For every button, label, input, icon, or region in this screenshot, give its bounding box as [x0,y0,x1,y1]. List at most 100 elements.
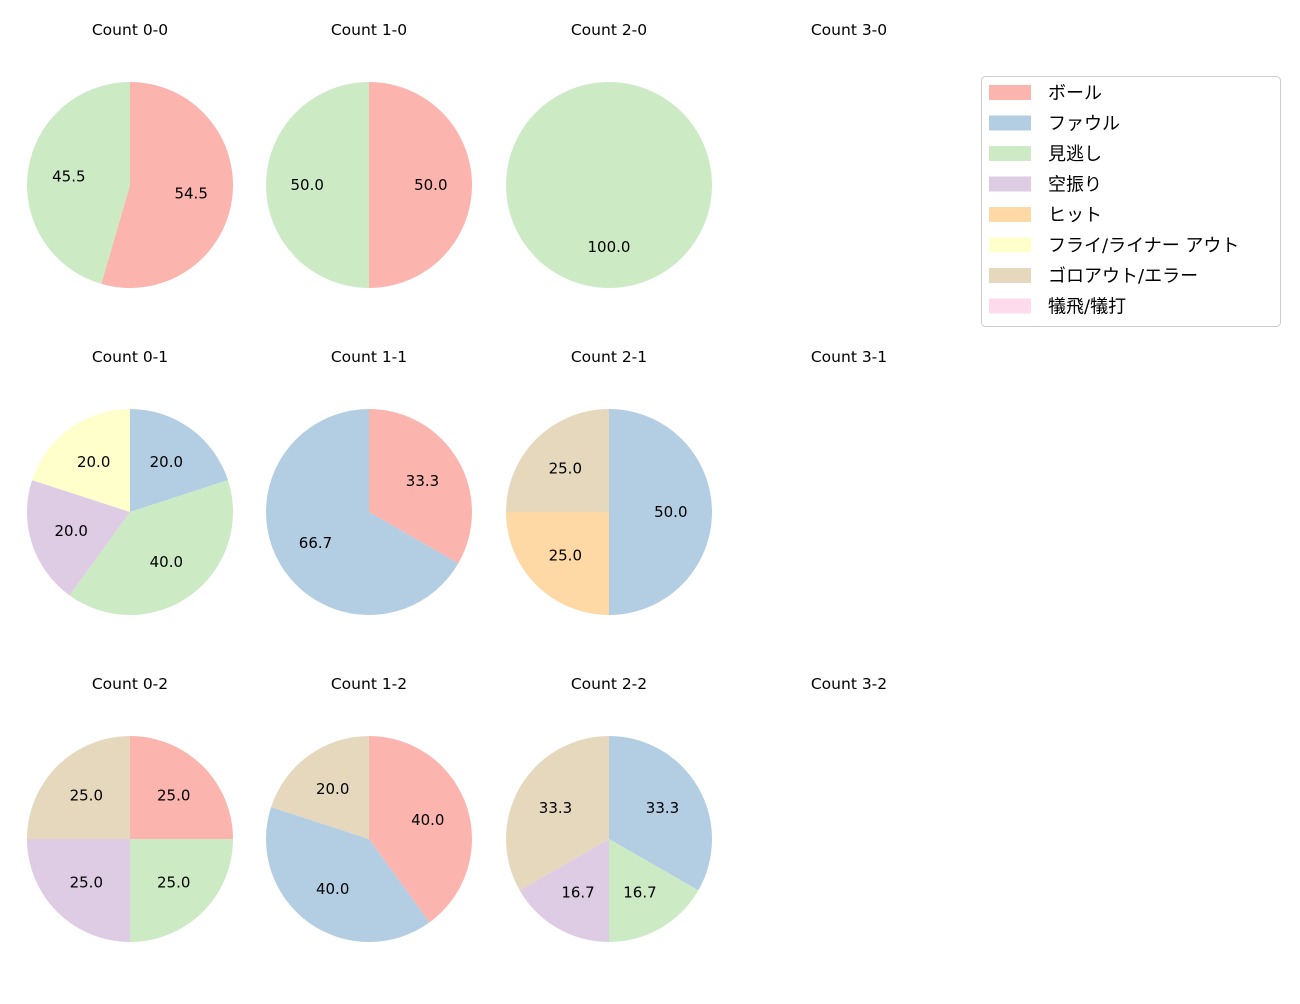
legend-label: ゴロアウト/エラー [1048,266,1198,287]
slice-label: 20.0 [77,453,110,471]
slice-label: 50.0 [290,176,323,194]
legend-label: 犠飛/犠打 [1048,297,1126,318]
slice-label: 16.7 [623,883,656,901]
legend-label: ヒット [1048,205,1102,226]
pie-slice [369,82,472,288]
legend-item: ヒット [989,205,1102,226]
slice-label: 20.0 [316,780,349,798]
legend-item: 見逃し [989,144,1102,165]
pie-slice [271,736,369,839]
pie-title: Count 1-1 [331,348,407,366]
slice-label: 25.0 [157,874,190,892]
pie-title: Count 0-1 [92,348,168,366]
legend-swatch [989,85,1031,100]
pie-slice [609,736,712,891]
legend-item: 空振り [989,175,1102,196]
pie-slice [609,839,699,942]
pie-title: Count 1-0 [331,21,407,39]
legend-swatch [989,298,1031,314]
slice-label: 50.0 [414,176,447,194]
legend-swatch [989,146,1031,161]
pie-count-2-1: Count 2-1 50.0 25.0 25.0 [506,348,712,615]
slice-label: 33.3 [539,799,572,817]
pie-title: Count 0-0 [92,21,168,39]
pie-slice [130,736,233,839]
pie-count-1-1: Count 1-1 33.3 66.7 [266,348,472,616]
pie-title: Count 3-2 [811,675,887,693]
pie-title: Count 1-2 [331,675,407,693]
slice-label: 20.0 [55,522,88,540]
slice-label: 40.0 [411,811,444,829]
pie-slice [369,736,472,923]
pie-count-0-1: Count 0-1 20.0 40.0 20.0 20.0 [27,348,233,615]
pie-slice [369,409,472,564]
pie-slice [27,82,130,284]
legend-label: 空振り [1048,175,1102,196]
slice-label: 54.5 [174,185,207,203]
slice-label: 25.0 [549,547,582,565]
pie-slice [506,409,609,512]
pie-count-1-0: Count 1-0 50.0 50.0 [266,21,472,288]
pie-count-2-2: Count 2-2 33.3 16.7 16.7 33.3 [506,675,712,943]
pie-title: Count 2-2 [571,675,647,693]
pie-title: Count 3-0 [811,21,887,39]
legend-label: ボール [1048,83,1102,104]
pie-slice [266,807,430,942]
pie-slice [101,81,234,288]
pie-count-0-0: Count 0-0 54.5 45.5 [27,21,234,288]
pie-count-3-0: Count 3-0 [811,21,887,39]
slice-label: 25.0 [157,786,190,804]
legend-label: フライ/ライナー アウト [1048,236,1239,257]
pie-slice [506,82,712,288]
pie-title: Count 2-0 [571,21,647,39]
legend-item: フライ/ライナー アウト [989,236,1239,257]
pie-slice [27,736,130,839]
legend-label: 見逃し [1048,144,1102,165]
slice-label: 25.0 [70,874,103,892]
pie-title: Count 3-1 [811,348,887,366]
legend-item: ファウル [989,114,1120,135]
pie-count-3-2: Count 3-2 [811,675,887,693]
legend-swatch [989,207,1031,222]
pie-slice [506,736,609,891]
pie-slice [519,839,609,943]
legend-swatch [989,115,1031,131]
pie-count-0-2: Count 0-2 25.0 25.0 25.0 25.0 [27,675,233,942]
slice-label: 25.0 [549,459,582,477]
pie-count-2-0: Count 2-0 100.0 [506,21,712,288]
legend-item: ボール [989,83,1102,104]
legend-box [981,76,1281,327]
pie-slice [266,82,369,288]
slice-label: 25.0 [70,786,103,804]
slice-label: 50.0 [654,503,687,521]
pie-title: Count 0-2 [92,675,168,693]
slice-label: 33.3 [406,472,439,490]
legend-swatch [989,237,1031,253]
pie-slice [130,409,228,512]
pie-count-1-2: Count 1-2 40.0 40.0 20.0 [266,675,472,942]
slice-label: 66.7 [299,534,332,552]
slice-label: 45.5 [52,167,85,185]
slice-label: 40.0 [316,880,349,898]
legend-item: ゴロアウト/エラー [989,266,1198,287]
pie-slice [130,839,233,942]
pie-slice [27,839,130,942]
pie-count-3-1: Count 3-1 [811,348,887,366]
slice-label: 40.0 [150,553,183,571]
pie-slice [69,480,233,615]
slice-label: 33.3 [646,799,679,817]
legend-label: ファウル [1048,114,1120,135]
pie-slice [609,409,712,615]
pie-slice [27,480,130,596]
slice-label: 16.7 [561,883,594,901]
pie-slice [32,409,130,512]
legend-swatch [989,268,1031,283]
slice-label: 100.0 [588,238,631,256]
legend-swatch [989,176,1031,192]
pie-title: Count 2-1 [571,348,647,366]
slice-label: 20.0 [150,453,183,471]
pie-slice [506,512,609,615]
